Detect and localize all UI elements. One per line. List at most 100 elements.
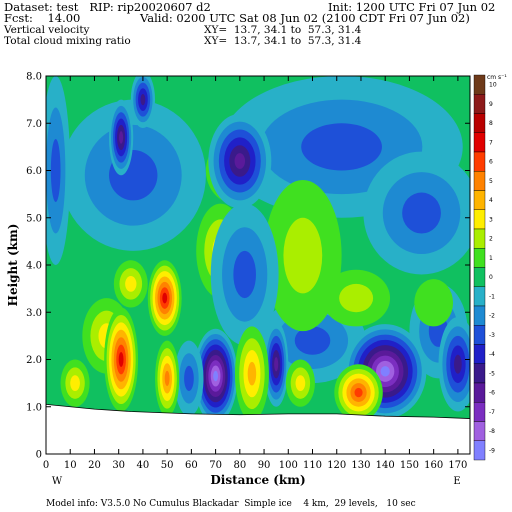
x-tick-label: 30: [112, 460, 125, 471]
colorbar-label: -6: [489, 390, 495, 397]
colorbar-label: -5: [489, 370, 495, 377]
y-tick-label: 3.0: [26, 308, 42, 319]
field-feature-4-level--3: [294, 326, 331, 355]
colorbar-swatch: [473, 132, 486, 153]
y-axis: 0 1.0 2.0 3.0 4.0 5.0 6.0 7.0 8.0: [26, 72, 470, 461]
colorbar-swatch: [473, 151, 486, 172]
colorbar-swatch: [473, 94, 486, 114]
field-feature-0-level--3: [301, 123, 382, 171]
field-feature-22-level-7: [118, 352, 124, 367]
field-feature-20-level--3: [184, 365, 194, 391]
x-tick-label: 150: [400, 460, 419, 471]
x-tick-label: 50: [161, 460, 174, 471]
field-feature-17-level--6: [274, 357, 279, 372]
colorbar-swatch: [473, 190, 486, 210]
colorbar-swatch: [473, 382, 486, 403]
field-feature-5-level--3: [50, 139, 61, 202]
colorbar-label: 10: [489, 82, 497, 89]
colorbar-label: -9: [489, 447, 495, 454]
x-tick-label: 0: [43, 460, 49, 471]
forecast-hour-label: Fcst: 14.00: [4, 11, 81, 25]
x-tick-label: 40: [137, 460, 150, 471]
y-tick-label: 4.0: [26, 261, 42, 272]
colorbar-label: -7: [489, 409, 495, 416]
field-feature-25-level-6: [354, 387, 363, 398]
x-tick-label: 20: [88, 460, 101, 471]
shaded-field-layer: [46, 76, 470, 454]
colorbar-label: -3: [489, 332, 495, 339]
colorbar-label: 5: [489, 178, 493, 185]
colorbar-swatch: [473, 74, 486, 95]
field-feature-27-level-3: [295, 375, 306, 391]
x-axis: 0 10 20 30 40 50 60 70 80 90 100 110 120 130 140 150 160…: [43, 76, 467, 471]
dataset-label: Dataset: test RIP: rip20020607 d2: [4, 0, 211, 14]
field1-label: Vertical velocity: [4, 24, 90, 36]
colorbar-unit: cm s⁻¹: [487, 74, 507, 81]
field-feature-18-level--9: [380, 366, 390, 377]
colorbar-label: -8: [489, 428, 495, 435]
y-tick-label: 8.0: [26, 72, 42, 83]
x-tick-label: 130: [351, 460, 370, 471]
model-info-label: Model info: V3.5.0 No Cumulus Blackadar …: [46, 499, 416, 509]
colorbar-swatch: [473, 305, 486, 326]
init-time-label: Init: 1200 UTC Fri 07 Jun 02: [328, 0, 496, 14]
field-feature-24-level-4: [247, 361, 257, 386]
x-tick-label: 140: [376, 460, 395, 471]
colorbar-swatch: [473, 440, 486, 461]
west-label: W: [52, 476, 63, 487]
x-tick-label: 120: [327, 460, 346, 471]
field-feature-2-level--3: [402, 192, 441, 234]
field-feature-26-level-3: [70, 375, 80, 391]
colorbar-label: 7: [489, 139, 493, 146]
y-tick-label: 2.0: [26, 355, 42, 366]
colorbar-label: -4: [489, 351, 495, 358]
field-feature-23-level-5: [164, 370, 170, 386]
x-tick-label: 160: [424, 460, 443, 471]
colorbar-label: -1: [489, 293, 495, 300]
colorbar-label: 0: [489, 274, 493, 281]
field-feature-12-level--3: [233, 250, 256, 299]
colorbar-label: 8: [489, 120, 493, 127]
colorbar-swatch: [473, 421, 486, 441]
colorbar-swatch: [473, 113, 486, 133]
field-feature-14-level--6: [119, 131, 124, 144]
field-feature-15-level--5: [140, 93, 146, 106]
y-tick-label: 1.0: [26, 402, 42, 413]
colorbar-swatch: [473, 325, 486, 345]
field2-xy-label: XY= 13.7, 34.1 to 57.3, 31.4: [204, 35, 362, 47]
field-feature-16-level--9: [213, 370, 219, 382]
colorbar-label: 4: [489, 197, 493, 204]
field-feature-7-level-2: [339, 283, 374, 313]
x-tick-label: 80: [233, 460, 246, 471]
y-tick-label: 7.0: [26, 119, 42, 130]
x-tick-label: 100: [279, 460, 298, 471]
x-tick-label: 70: [209, 460, 222, 471]
east-label: E: [453, 476, 460, 487]
colorbar-label: 2: [489, 236, 493, 243]
colorbar-swatch: [473, 209, 486, 230]
colorbar-swatch: [473, 344, 486, 364]
y-tick-label: 5.0: [26, 213, 42, 224]
field-feature-13-level--6: [234, 153, 246, 169]
field-feature-21-level-7: [162, 292, 168, 304]
x-tick-label: 90: [258, 460, 271, 471]
colorbar-swatch: [473, 402, 486, 422]
colorbar-label: 6: [489, 159, 493, 166]
x-tick-label: 10: [64, 460, 77, 471]
colorbar-swatch: [473, 248, 486, 268]
x-axis-title: Distance (km): [210, 473, 305, 487]
x-tick-label: 170: [448, 460, 467, 471]
colorbar-label: 3: [489, 216, 493, 223]
x-tick-label: 110: [303, 460, 322, 471]
colorbar-swatch: [473, 286, 486, 307]
field-feature-10-level-3: [125, 276, 137, 292]
colorbar-swatch: [473, 267, 486, 287]
colorbar-swatch: [473, 363, 486, 384]
y-tick-label: 6.0: [26, 166, 42, 177]
y-axis-title: Height (km): [6, 224, 20, 307]
colorbar-swatch: [473, 228, 486, 249]
colorbar-swatch: [473, 171, 486, 191]
field1-xy-label: XY= 13.7, 34.1 to 57.3, 31.4: [204, 24, 362, 36]
colorbar-label: -2: [489, 313, 495, 320]
